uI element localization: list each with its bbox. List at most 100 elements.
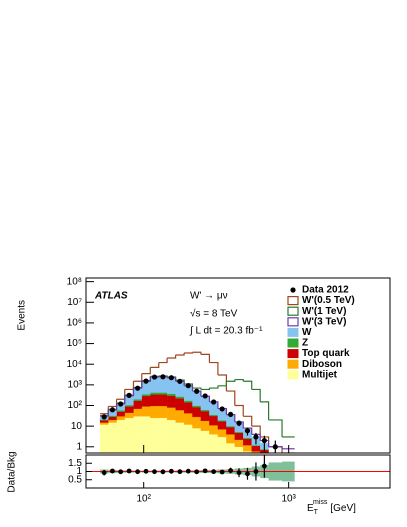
signal-step	[192, 387, 202, 390]
stack-bar	[234, 432, 244, 440]
stack-bar	[124, 406, 134, 413]
signal-step	[251, 433, 261, 441]
marker	[244, 428, 251, 434]
signal-step	[141, 367, 151, 375]
stack-bar	[192, 405, 202, 408]
stack-bar	[209, 415, 219, 426]
marker	[261, 463, 267, 469]
legend-label: Z	[302, 338, 308, 349]
marker	[185, 383, 191, 389]
ratio-point	[245, 467, 250, 480]
stack-bar	[183, 413, 193, 425]
stack-bar	[200, 409, 210, 412]
ratio-point	[110, 468, 115, 474]
legend-marker	[287, 359, 299, 369]
marker	[185, 468, 191, 474]
stack-bar	[251, 445, 261, 452]
ratio-y-tick-label: 1.5	[68, 458, 82, 469]
y-tick-label: 10⁷	[67, 297, 82, 308]
x-title-unit: [GeV]	[330, 503, 356, 514]
signal-step	[217, 374, 228, 392]
annotation: √s = 8 TeV	[190, 308, 238, 320]
marker	[160, 374, 166, 380]
marker	[109, 407, 116, 413]
signal-step	[200, 353, 211, 363]
stack-bar	[150, 417, 159, 453]
stack-bar	[226, 426, 235, 435]
legend-label: Top quark	[302, 348, 350, 359]
stack-bar	[99, 422, 109, 425]
legend-label: W'(1 TeV)	[302, 306, 346, 317]
stack-bar	[243, 437, 252, 440]
stack-bar	[226, 443, 235, 453]
y-tick-label: 10²	[68, 400, 83, 411]
y-tick-label: 10³	[68, 379, 83, 390]
stack-bar	[200, 430, 210, 453]
data-point	[261, 435, 267, 452]
signal-step	[184, 352, 194, 354]
stack-bar	[200, 411, 210, 422]
legend-label: W'(0.5 TeV)	[302, 295, 355, 306]
ratio-y-tick-label: 1	[76, 466, 82, 477]
marker	[261, 437, 267, 444]
marker	[227, 411, 234, 418]
marker	[135, 469, 141, 475]
y-tick-label: 10⁶	[67, 318, 82, 329]
data-point	[143, 378, 149, 384]
stack-bar	[141, 394, 151, 397]
data-point	[126, 392, 132, 398]
stack-bar	[158, 392, 168, 395]
signal-step	[200, 388, 211, 391]
data-point	[168, 375, 174, 381]
marker	[143, 378, 149, 384]
marker	[211, 399, 217, 405]
data-point	[101, 414, 107, 420]
marker	[168, 468, 174, 474]
stack-bar	[133, 408, 142, 417]
marker	[101, 414, 107, 420]
stack-bar	[133, 399, 142, 401]
ratio-point	[236, 468, 242, 478]
ratio-point	[126, 468, 132, 474]
ratio-plot	[86, 455, 390, 482]
stack-bar	[200, 420, 210, 431]
marker	[168, 375, 174, 381]
stack-bar	[217, 429, 227, 438]
ratio-point	[168, 468, 174, 474]
data-point	[118, 401, 124, 407]
y-tick-label: 10⁸	[67, 276, 82, 287]
signal-step	[243, 380, 253, 390]
ratio-point	[202, 468, 208, 474]
stack-bar	[175, 396, 185, 399]
marker	[126, 392, 132, 398]
stack-bar	[150, 405, 159, 419]
stack-bar	[158, 417, 168, 453]
annotation: ∫ L dt = 20.3 fb⁻¹	[189, 326, 263, 337]
legend-label: Multijet	[302, 369, 338, 380]
data-point	[151, 374, 158, 380]
legend-label: Diboson	[302, 359, 342, 370]
stack-bar	[141, 406, 151, 417]
legend-marker	[287, 327, 299, 337]
marker	[202, 468, 208, 474]
marker	[219, 469, 225, 475]
marker	[160, 469, 166, 475]
x-tick-label: 10³	[281, 494, 296, 505]
stack-bar	[99, 420, 109, 423]
signal-step	[217, 381, 228, 387]
main-frame	[85, 277, 391, 454]
signal-step	[209, 361, 219, 376]
data-point	[244, 427, 251, 436]
data-point	[160, 374, 166, 380]
stack-bar	[192, 416, 202, 429]
signal-step	[234, 404, 244, 417]
ratio-point	[261, 455, 267, 478]
atlas-label: ATLAS	[94, 291, 128, 302]
stack-bar	[243, 438, 252, 446]
ratio-point	[211, 469, 217, 475]
marker	[211, 469, 217, 475]
ratio-point	[118, 469, 124, 475]
stack-bar	[251, 451, 261, 453]
signal-step	[251, 388, 261, 402]
